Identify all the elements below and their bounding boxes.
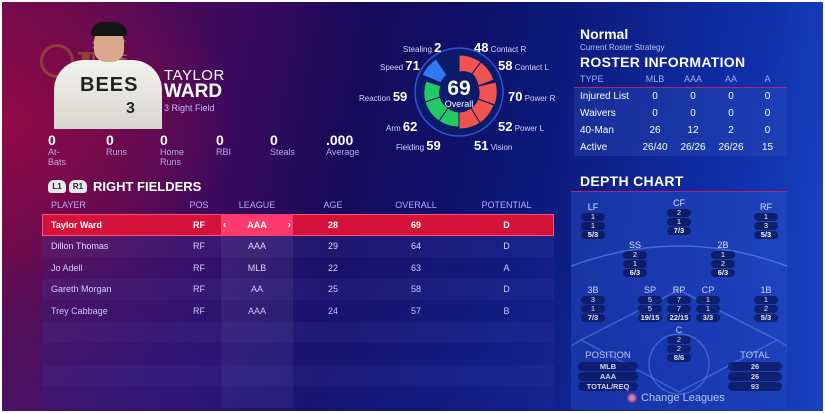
stat-rbi: 0 RBI — [216, 132, 232, 157]
roster-header-row: TYPE MLB AAA AA A — [574, 71, 787, 88]
jersey-text: BEES — [80, 74, 139, 96]
chevron-left-icon[interactable]: ‹ — [223, 219, 227, 231]
table-row-empty — [42, 321, 554, 343]
table-row-selected[interactable]: Taylor Ward RF ‹ AAA › 28 69 D — [42, 214, 554, 236]
table-header-row: PLAYER POS LEAGUE AGE OVERALL POTENTIAL — [51, 200, 532, 210]
attr-power-l: 52 Power L — [498, 119, 545, 134]
table-row[interactable]: Gareth Morgan RF AA 25 58 D — [42, 278, 554, 300]
stat-at-bats: 0 At-Bats — [48, 132, 67, 167]
attr-contact-l: 58 Contact L — [498, 58, 549, 73]
depth-lf[interactable]: LF 1 1 5/3 — [578, 202, 608, 239]
chevron-right-icon[interactable]: › — [287, 219, 291, 231]
attr-contact-r: 48 Contact R — [474, 40, 527, 55]
depth-sp[interactable]: SP 5 5 19/15 — [635, 285, 665, 322]
attr-reaction: Reaction 59 — [359, 89, 408, 104]
player-jersey — [54, 60, 162, 129]
roster-info-title: ROSTER INFORMATION — [580, 54, 746, 70]
fielders-table: PLAYER POS LEAGUE AGE OVERALL POTENTIAL … — [42, 196, 554, 408]
depth-rp[interactable]: RP 7 7 22/15 — [664, 285, 694, 322]
attr-arm: Arm 62 — [386, 119, 418, 134]
roster-row-active: Active 26/40 26/26 26/26 15 — [574, 139, 787, 156]
position-list-title: RIGHT FIELDERS — [93, 179, 202, 194]
depth-rf[interactable]: RF 1 3 5/3 — [751, 202, 781, 239]
roster-row-40-man: 40-Man 26 12 2 0 — [574, 122, 787, 139]
depth-chart-title: DEPTH CHART — [580, 173, 684, 189]
attr-vision: 51 Vision — [474, 138, 513, 153]
depth-cf[interactable]: CF 2 1 7/3 — [664, 198, 694, 235]
baseball-field-graphic — [571, 245, 787, 395]
depth-ss[interactable]: SS 2 1 6/3 — [620, 240, 650, 277]
controller-button-icon — [627, 393, 637, 403]
depth-2b[interactable]: 2B 1 2 6/3 — [708, 240, 738, 277]
overall-label: Overall — [444, 99, 474, 109]
depth-3b[interactable]: 3B 3 1 7/3 — [578, 285, 608, 322]
stat-average: .000 Average — [326, 132, 360, 157]
depth-legend-total: TOTAL 26 26 93 — [728, 350, 782, 391]
stat-home-runs: 0 Home Runs — [160, 132, 185, 167]
table-row[interactable]: Trey Cabbage RF AAA 24 57 B — [42, 300, 554, 322]
depth-cp[interactable]: CP 1 1 3/3 — [693, 285, 723, 322]
attr-fielding: Fielding 59 — [396, 138, 441, 153]
table-row[interactable]: Jo Adell RF MLB 22 63 A — [42, 257, 554, 279]
attr-power-r: 70 Power R — [508, 89, 556, 104]
roster-strategy: Normal — [580, 26, 629, 42]
r1-bumper-icon[interactable]: R1 — [69, 180, 87, 193]
table-row-empty — [42, 386, 554, 408]
roster-row-injured: Injured List 0 0 0 0 — [574, 88, 787, 105]
overall-rating: 69 — [447, 77, 471, 100]
player-first-name: TAYLOR — [164, 67, 225, 84]
attr-speed: Speed 71 — [380, 58, 420, 73]
change-leagues-button[interactable]: Change Leagues — [627, 392, 725, 404]
attribute-wheel: 69 Overall — [414, 47, 504, 137]
stat-runs: 0 Runs — [106, 132, 128, 157]
stat-steals: 0 Steals — [270, 132, 296, 157]
depth-chart: LF 1 1 5/3 CF 2 1 7/3 RF 1 3 5/3 SS 2 1 6/3 2B 1 2 6/3 … — [571, 191, 787, 410]
depth-legend-position: POSITION MLB AAA TOTAL/REQ — [578, 350, 638, 391]
jersey-number: 3 — [126, 100, 135, 117]
player-cap — [91, 22, 127, 36]
position-list-header: L1 R1 RIGHT FIELDERS — [48, 179, 201, 194]
roster-strategy-label: Current Roster Strategy — [580, 43, 665, 52]
depth-1b[interactable]: 1B 1 2 5/3 — [751, 285, 781, 322]
league-selector[interactable]: ‹ AAA › — [221, 214, 293, 236]
player-portrait: BEES 3 — [46, 22, 166, 129]
table-row-empty — [42, 364, 554, 386]
table-body: Taylor Ward RF ‹ AAA › 28 69 D Dillon Th… — [42, 214, 554, 408]
depth-c[interactable]: C 2 2 8/6 — [664, 325, 694, 362]
attribute-wheel-graphic — [414, 47, 504, 137]
l1-bumper-icon[interactable]: L1 — [48, 180, 66, 193]
roster-info-table: TYPE MLB AAA AA A Injured List 0 0 0 0 Waive… — [574, 71, 787, 156]
table-row[interactable]: Dillon Thomas RF AAA 29 64 D — [42, 235, 554, 257]
attr-stealing: Stealing 2 — [403, 40, 442, 55]
roster-row-waivers: Waivers 0 0 0 0 — [574, 105, 787, 122]
player-position: 3 Right Field — [164, 103, 215, 113]
player-last-name: WARD — [164, 81, 223, 102]
table-row-empty — [42, 343, 554, 365]
